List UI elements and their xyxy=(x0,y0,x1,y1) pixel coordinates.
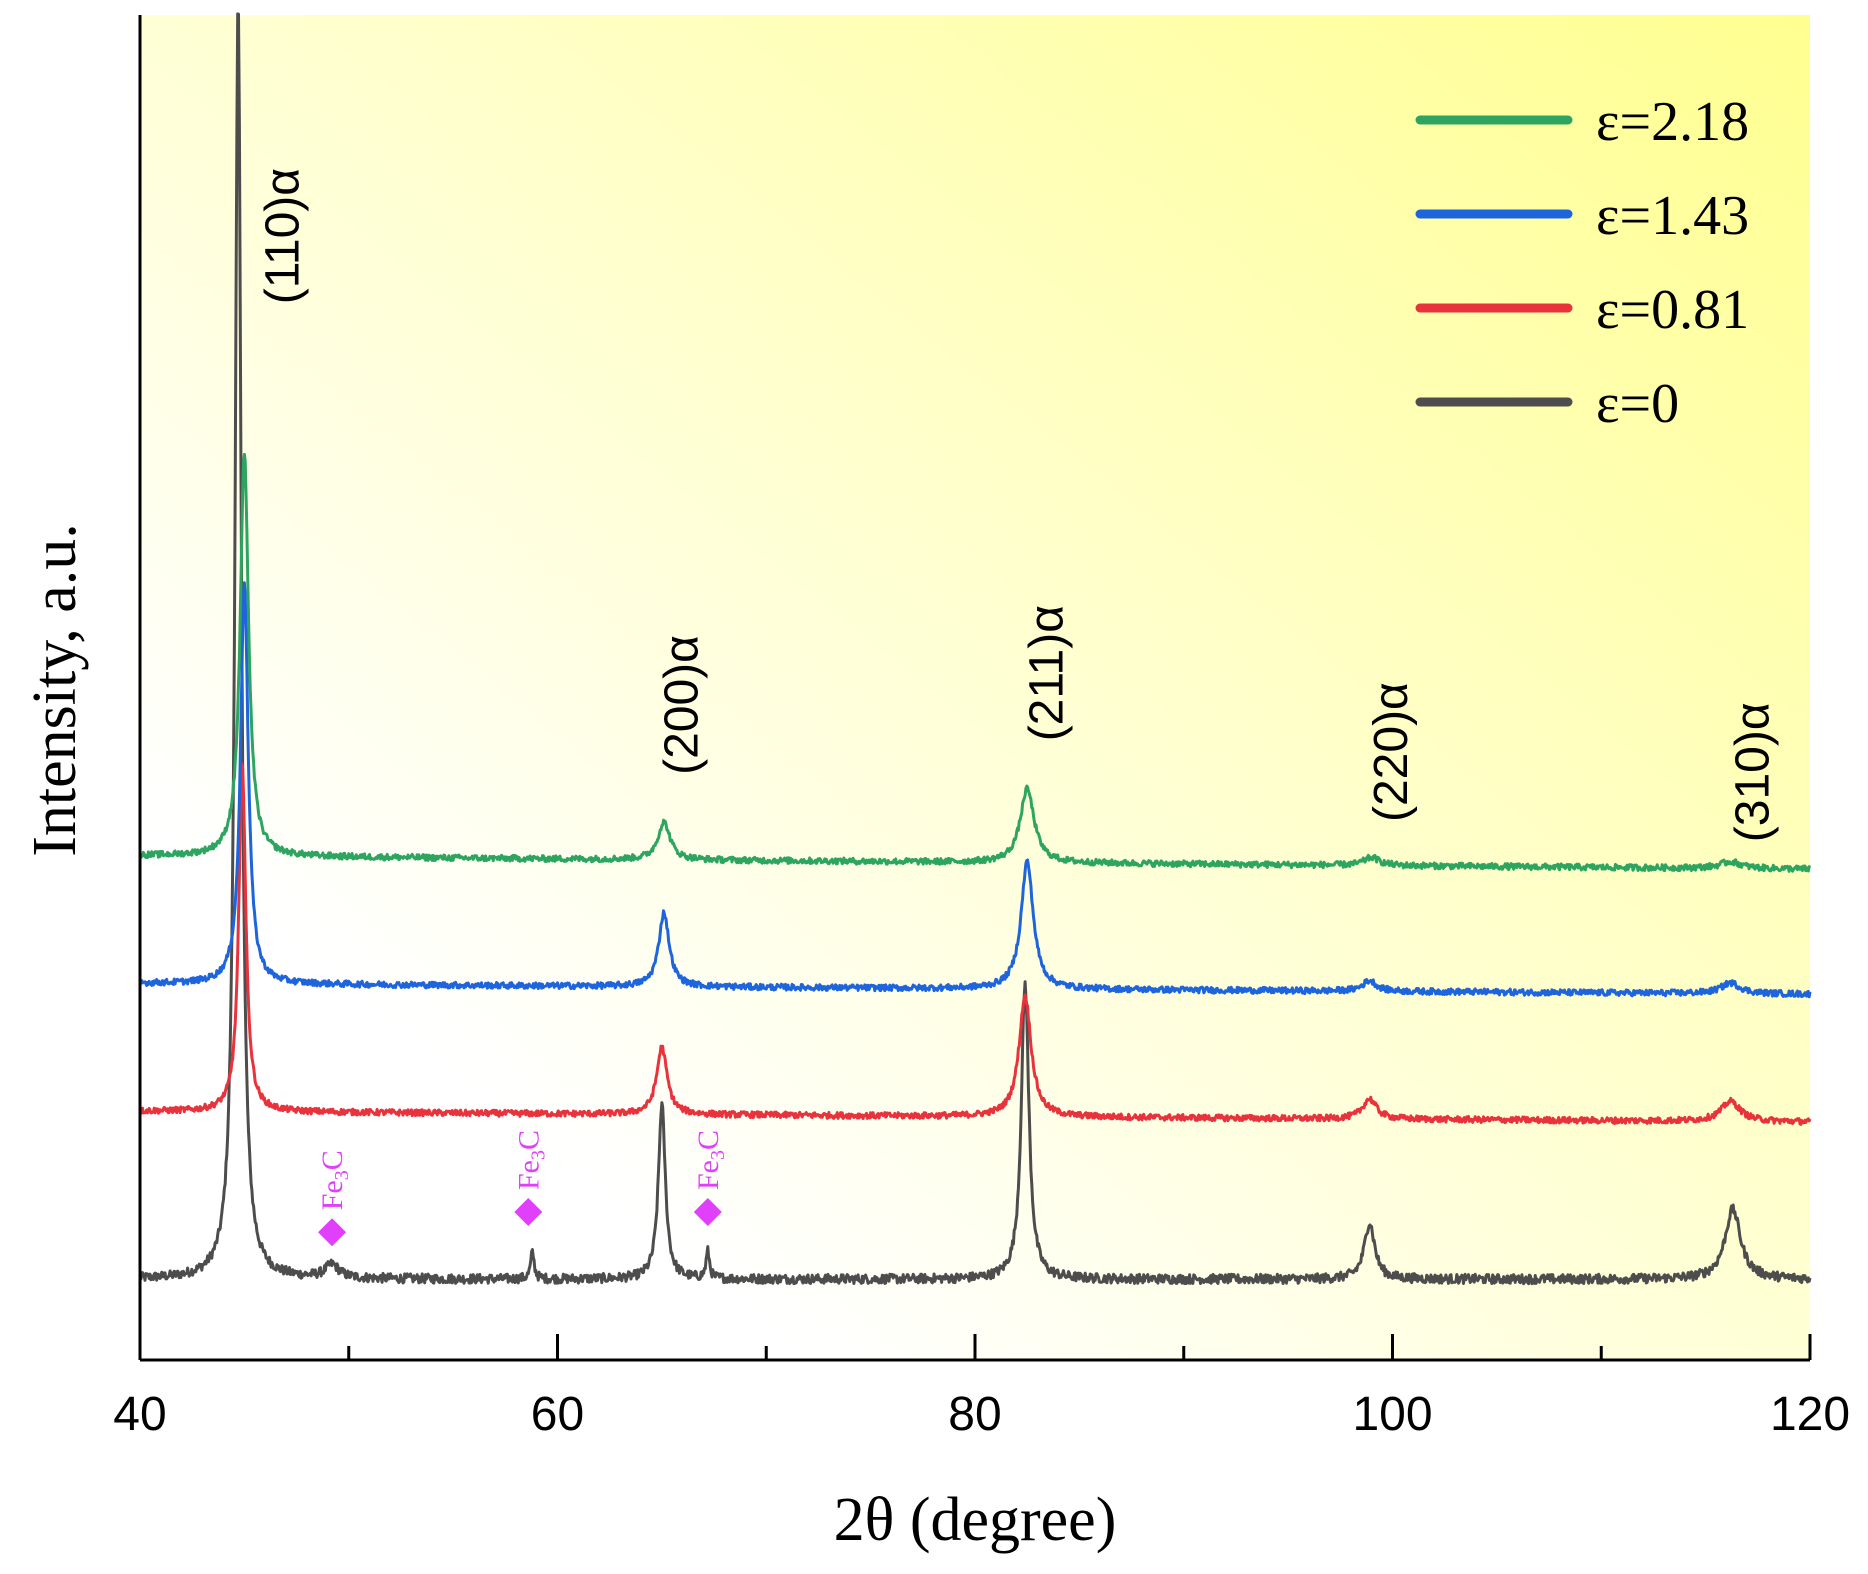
peak-label-layer: (110)α (200)α (211)α (220)α (310)α xyxy=(257,168,1780,842)
x-tick-label: 40 xyxy=(113,1388,166,1441)
annotation-layer: Fe3C Fe3C Fe3C xyxy=(316,1130,729,1247)
legend-label: ε=0 xyxy=(1596,373,1679,435)
peak-label: (310)α xyxy=(1726,702,1779,842)
fe3c-diamond-marker xyxy=(318,1218,347,1247)
y-axis-title: Intensity, a.u. xyxy=(21,523,89,856)
x-axis-title: 2θ (degree) xyxy=(834,1486,1117,1554)
legend-label: ε=1.43 xyxy=(1596,185,1749,247)
peak-label: (200)α xyxy=(655,635,708,775)
legend: ε=2.18 ε=1.43 ε=0.81 ε=0 xyxy=(1415,91,1749,435)
x-axis-ticks: 40 60 80 100 120 xyxy=(113,1334,1850,1441)
x-tick-label: 80 xyxy=(948,1388,1001,1441)
legend-label: ε=0.81 xyxy=(1596,279,1749,341)
peak-label: (220)α xyxy=(1365,682,1418,822)
fe3c-label: Fe3C xyxy=(692,1130,729,1190)
x-tick-label: 120 xyxy=(1770,1388,1850,1441)
x-tick-label: 100 xyxy=(1352,1388,1432,1441)
fe3c-diamond-marker xyxy=(514,1198,543,1227)
peak-label: (110)α xyxy=(257,168,310,304)
x-tick-label: 60 xyxy=(531,1388,584,1441)
fe3c-label: Fe3C xyxy=(316,1150,353,1210)
plot-background xyxy=(140,15,1810,1360)
legend-label: ε=2.18 xyxy=(1596,91,1749,153)
series-line-1 xyxy=(139,762,1812,1126)
series-layer xyxy=(138,12,1812,1286)
series-line-2 xyxy=(138,581,1812,999)
peak-label: (211)α xyxy=(1021,605,1074,741)
series-line-3 xyxy=(138,452,1812,873)
fe3c-label: Fe3C xyxy=(512,1130,549,1190)
fe3c-diamond-marker xyxy=(693,1198,722,1227)
series-line-0 xyxy=(138,12,1812,1286)
